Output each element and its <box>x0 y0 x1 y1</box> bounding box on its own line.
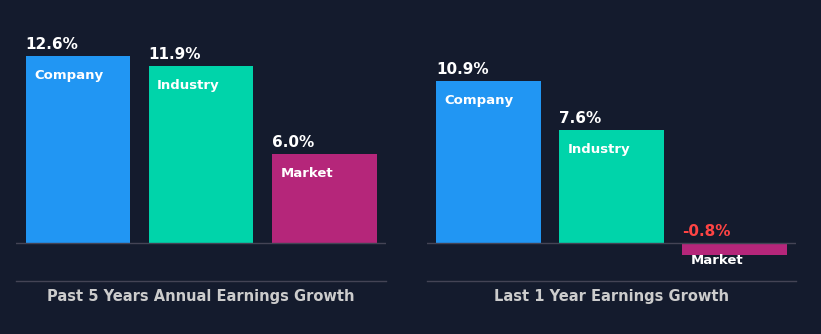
Text: Industry: Industry <box>567 143 631 156</box>
Bar <box>149 66 254 243</box>
Text: Company: Company <box>444 94 514 107</box>
Bar <box>436 81 541 243</box>
Text: Company: Company <box>34 69 103 82</box>
Bar <box>559 130 664 243</box>
Text: 10.9%: 10.9% <box>436 62 488 77</box>
Text: 11.9%: 11.9% <box>149 47 201 62</box>
Bar <box>272 154 377 243</box>
X-axis label: Last 1 Year Earnings Growth: Last 1 Year Earnings Growth <box>494 289 729 304</box>
Text: Market: Market <box>690 254 744 267</box>
Bar <box>682 243 787 255</box>
Text: 12.6%: 12.6% <box>25 37 79 52</box>
Text: -0.8%: -0.8% <box>682 224 731 239</box>
Text: 6.0%: 6.0% <box>272 135 314 150</box>
Bar <box>25 56 131 243</box>
Text: 7.6%: 7.6% <box>559 111 602 126</box>
X-axis label: Past 5 Years Annual Earnings Growth: Past 5 Years Annual Earnings Growth <box>48 289 355 304</box>
Text: Industry: Industry <box>157 79 220 92</box>
Text: Market: Market <box>280 167 333 180</box>
